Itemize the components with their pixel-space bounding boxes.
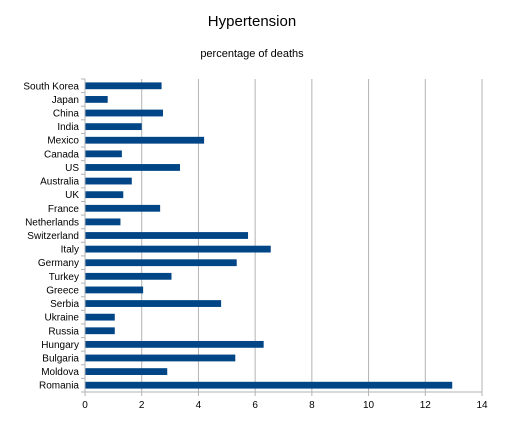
category-labels: South Korea Japan China India Mexico Canada US…	[23, 81, 79, 391]
bar	[85, 164, 180, 171]
bar	[85, 286, 144, 294]
category-label: South Korea	[23, 81, 79, 92]
bar	[85, 272, 172, 280]
bar	[85, 136, 205, 144]
category-label: Moldova	[41, 367, 79, 378]
bar	[85, 96, 108, 103]
bar	[85, 123, 142, 131]
bar	[85, 327, 115, 335]
bar	[85, 259, 237, 267]
x-tick-label: 6	[252, 400, 258, 411]
x-tick-labels: 0 2 4 6 8 10 12 14	[82, 400, 488, 411]
x-tick-label: 10	[363, 400, 375, 411]
category-label: Greece	[46, 285, 79, 296]
category-label: Australia	[40, 177, 79, 188]
x-tick-label: 12	[420, 400, 432, 411]
category-label: Mexico	[47, 136, 79, 147]
category-label: UK	[65, 190, 79, 201]
bar	[85, 150, 122, 158]
chart-title: Hypertension	[208, 13, 296, 30]
category-label: Canada	[44, 149, 79, 160]
category-label: Netherlands	[25, 217, 79, 228]
category-label: Japan	[52, 95, 79, 106]
x-tick-label: 8	[309, 400, 315, 411]
category-label: Germany	[38, 258, 79, 269]
category-label: India	[57, 122, 79, 133]
bar	[85, 340, 264, 348]
chart-subtitle: percentage of deaths	[200, 48, 304, 60]
category-label: France	[48, 204, 80, 215]
category-label: China	[53, 109, 80, 120]
x-tick-label: 0	[82, 400, 88, 411]
category-label: Romania	[39, 381, 79, 392]
category-label: Hungary	[41, 340, 79, 351]
bars	[85, 82, 453, 389]
category-label: Switzerland	[27, 231, 79, 242]
bar	[85, 368, 168, 375]
bar	[85, 204, 161, 212]
bar	[85, 191, 124, 199]
bar	[85, 177, 132, 185]
bar	[85, 109, 163, 117]
category-label: Bulgaria	[42, 353, 79, 364]
bar	[85, 245, 271, 253]
grid-lines	[141, 79, 483, 392]
category-label: Russia	[48, 326, 79, 337]
bar	[85, 218, 121, 226]
category-label: Turkey	[49, 272, 79, 283]
category-label: Serbia	[50, 299, 79, 310]
bar	[85, 313, 115, 321]
bar	[85, 232, 249, 239]
bar	[85, 82, 162, 90]
x-tick-label: 14	[476, 400, 488, 411]
bar	[85, 354, 236, 362]
x-tick-label: 2	[139, 400, 145, 411]
category-label: US	[65, 163, 79, 174]
bar	[85, 381, 453, 389]
axes	[81, 78, 483, 396]
category-label: Italy	[61, 245, 79, 256]
bar	[85, 300, 222, 307]
category-label: Ukraine	[45, 313, 80, 324]
x-tick-label: 4	[196, 400, 202, 411]
